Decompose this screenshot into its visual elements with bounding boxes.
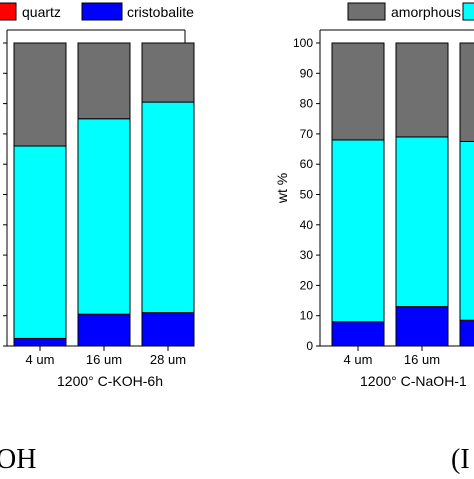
legend-left: quartz cristobalite	[0, 2, 194, 21]
bar-right-1-series-0	[395, 306, 449, 347]
legend-label-amorphous: amorphous	[391, 4, 461, 20]
bar-left-0-series-2	[13, 42, 67, 147]
bar-right-1-series-1	[395, 136, 449, 308]
y-tick-label-right-4: 40	[300, 218, 314, 232]
legend-swatch-quartz	[0, 2, 17, 21]
bar-right-0-series-0	[331, 321, 385, 347]
bar-left-2-series-0	[141, 312, 195, 347]
y-ticks-right: 0 10 20 30 40 50 60 70 80 90 100	[293, 36, 320, 353]
bar-right-1-series-2	[395, 42, 449, 138]
y-tick-label-right-9: 90	[300, 66, 314, 80]
y-tick-label-right-7: 70	[300, 127, 314, 141]
legend-label-cristobalite: cristobalite	[127, 4, 194, 20]
x-tick-label-left-0: 4 um	[26, 352, 55, 367]
bar-right-2-series-0	[459, 319, 474, 347]
y-tick-label-right-3: 30	[300, 248, 314, 262]
y-tick-label-right-8: 80	[300, 97, 314, 111]
x-tick-label-left-2: 28 um	[150, 352, 186, 367]
x-ticks-left: 4 um 16 um 28 um	[26, 346, 186, 367]
bar-right-0-series-1	[331, 139, 385, 323]
bars-right	[331, 42, 474, 347]
y-tick-label-right-2: 20	[300, 278, 314, 292]
panel-label-right: (I	[451, 444, 470, 474]
bar-left-1-series-2	[77, 42, 131, 120]
panel-label-left: OH	[0, 444, 36, 474]
x-tick-label-left-1: 16 um	[86, 352, 122, 367]
legend-swatch-cyan	[462, 2, 474, 21]
y-tick-label-right-1: 10	[300, 309, 314, 323]
x-tick-label-right-0: 4 um	[344, 352, 373, 367]
bar-right-0-series-2	[331, 42, 385, 141]
bar-left-2-series-1	[141, 101, 195, 314]
legend-label-quartz: quartz	[22, 4, 61, 20]
legend-swatch-cristobalite	[81, 2, 123, 21]
bar-right-2-series-2	[459, 42, 474, 142]
y-tick-label-right-6: 60	[300, 157, 314, 171]
legend-swatch-amorphous	[347, 2, 386, 21]
x-axis-title-left: 1200° C-KOH-6h	[57, 373, 163, 389]
bar-right-2-series-1	[459, 140, 474, 321]
bar-left-0-series-0	[13, 337, 67, 347]
y-tick-label-right-10: 100	[293, 36, 313, 50]
y-tick-label-right-5: 50	[300, 188, 314, 202]
bar-left-1-series-1	[77, 118, 131, 315]
legend-right: amorphous	[347, 2, 474, 21]
bar-left-0-series-1	[13, 145, 67, 339]
bars-left	[13, 42, 195, 347]
y-axis-title-right: wt %	[274, 173, 290, 204]
bar-left-1-series-0	[77, 313, 131, 347]
bar-left-2-series-2	[141, 42, 195, 103]
x-tick-label-right-1: 16 um	[404, 352, 440, 367]
x-axis-title-right: 1200° C-NaOH-1	[360, 373, 467, 389]
y-tick-label-right-0: 0	[306, 339, 313, 353]
